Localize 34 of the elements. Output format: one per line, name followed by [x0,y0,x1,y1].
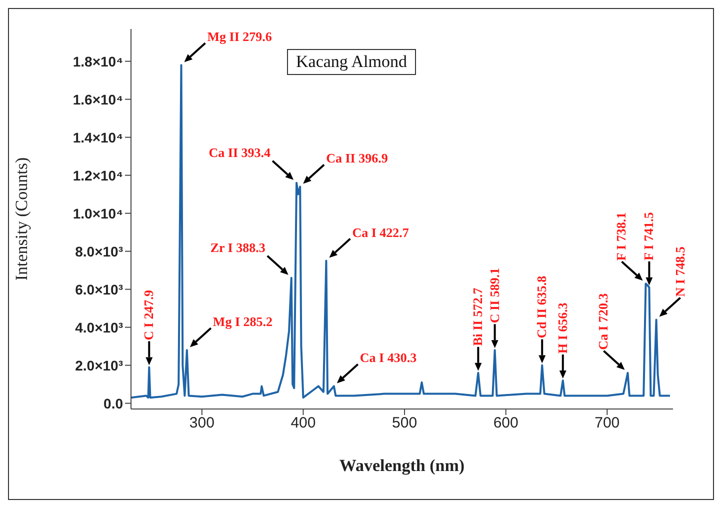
annotation: H I 656.3 [554,302,570,354]
y-axis-title: Intensity (Counts) [12,157,32,281]
text: Kacang Almond [287,49,416,75]
annotation: C I 247.9 [141,290,156,340]
x-tick-label: 300 [189,414,214,432]
annotation: Ca I 720.3 [596,292,611,350]
annotation: Cd II 635.8 [534,275,550,338]
y-tick-label: 1.6×10⁴ [72,91,124,108]
y-tick-label: 2.0×10³ [75,357,124,374]
y-tick-label: 1.4×10⁴ [72,129,124,146]
x-axis-title: Wavelength (nm) [339,456,465,475]
annotation: Zr I 388.3 [210,240,266,255]
annotation: F I 738.1 [614,212,629,261]
annotation: Ca II 396.9 [326,150,388,166]
y-tick-label: 1.2×10⁴ [72,167,124,184]
annotation: Mg II 279.6 [207,29,272,44]
y-tick-label: 8.0×10³ [75,243,124,260]
annotation: Ca II 393.4 [208,144,272,160]
y-tick-label: 0.0 [104,395,124,412]
annotation: F I 741.5 [641,212,656,260]
x-tick-label: 700 [594,414,620,432]
y-tick-label: 6.0×10³ [75,281,124,298]
y-tick-label: 1.0×10⁴ [72,205,124,222]
x-tick-label: 500 [392,414,418,432]
annotation: Bi II 572.7 [470,287,486,346]
annotation: N I 748.5 [672,246,688,297]
y-tick-label: 4.0×10³ [75,319,124,336]
annotation: Ca I 430.3 [360,350,418,366]
x-tick-label: 600 [493,414,518,432]
annotation: Mg I 285.2 [212,314,273,330]
y-tick-label: 1.8×10⁴ [72,53,124,70]
annotation: C II 589.1 [486,268,502,324]
x-tick-label: 400 [290,414,316,432]
annotation: Ca I 422.7 [352,224,410,240]
